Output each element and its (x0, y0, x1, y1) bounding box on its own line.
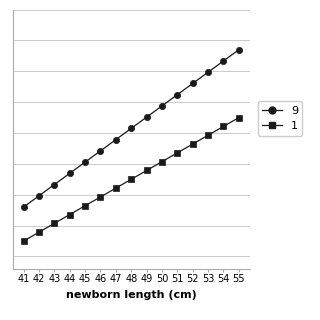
Legend: 9, 1: 9, 1 (258, 101, 302, 136)
X-axis label: newborn length (cm): newborn length (cm) (66, 290, 196, 300)
